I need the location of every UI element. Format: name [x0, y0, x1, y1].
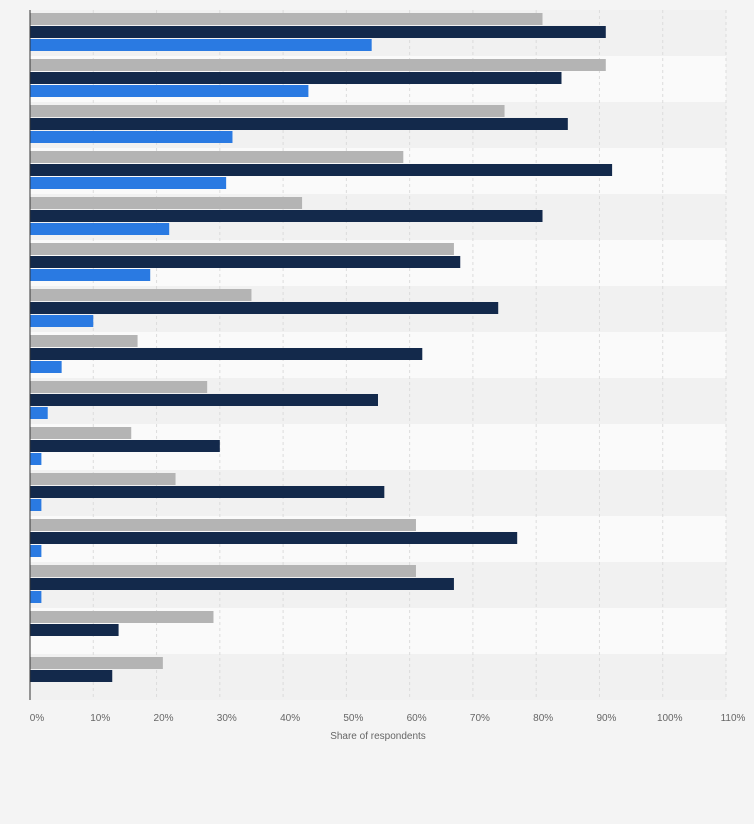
bar — [30, 670, 113, 682]
bar — [30, 177, 227, 189]
bars — [30, 13, 613, 682]
x-tick-label: 70% — [470, 713, 490, 724]
x-tick-label: 30% — [217, 713, 237, 724]
x-tick-label: 100% — [657, 713, 683, 724]
x-tick-label: 0% — [30, 713, 45, 724]
bar — [30, 72, 562, 84]
bar — [30, 453, 42, 465]
bar — [30, 164, 613, 176]
bar — [30, 348, 423, 360]
bar — [30, 118, 568, 130]
bar — [30, 361, 62, 373]
bar — [30, 243, 454, 255]
x-tick-label: 60% — [407, 713, 427, 724]
bar — [30, 39, 372, 51]
bar — [30, 545, 42, 557]
bar — [30, 381, 208, 393]
bar — [30, 197, 303, 209]
x-tick-label: 110% — [721, 713, 746, 724]
bar — [30, 657, 163, 669]
x-axis-label: Share of respondents — [330, 731, 426, 742]
bar — [30, 315, 94, 327]
bar — [30, 289, 252, 301]
bar — [30, 440, 220, 452]
bar — [30, 578, 454, 590]
bar — [30, 13, 543, 25]
x-tick-label: 50% — [343, 713, 363, 724]
bar — [30, 624, 119, 636]
bar — [30, 302, 499, 314]
bar — [30, 151, 404, 163]
x-tick-label: 20% — [154, 713, 174, 724]
bar — [30, 611, 214, 623]
bar — [30, 85, 309, 97]
bar — [30, 532, 518, 544]
x-tick-label: 10% — [90, 713, 110, 724]
bar — [30, 473, 176, 485]
bar — [30, 131, 233, 143]
bar — [30, 26, 606, 38]
x-tick-label: 90% — [596, 713, 616, 724]
bar — [30, 486, 385, 498]
x-axis-ticks: 0% 10% 20% 30% 40% 50% 60% 70% 80% 90% 100% 110% — [30, 713, 746, 724]
x-tick-label: 80% — [533, 713, 553, 724]
bar — [30, 105, 505, 117]
x-tick-label: 40% — [280, 713, 300, 724]
bar — [30, 499, 42, 511]
bar — [30, 427, 132, 439]
bar — [30, 591, 42, 603]
bar — [30, 394, 378, 406]
bar — [30, 565, 416, 577]
bar — [30, 223, 170, 235]
bar — [30, 210, 543, 222]
bar — [30, 269, 151, 281]
bar — [30, 519, 416, 531]
bar — [30, 335, 138, 347]
bar — [30, 256, 461, 268]
bar — [30, 59, 606, 71]
bar — [30, 407, 48, 419]
